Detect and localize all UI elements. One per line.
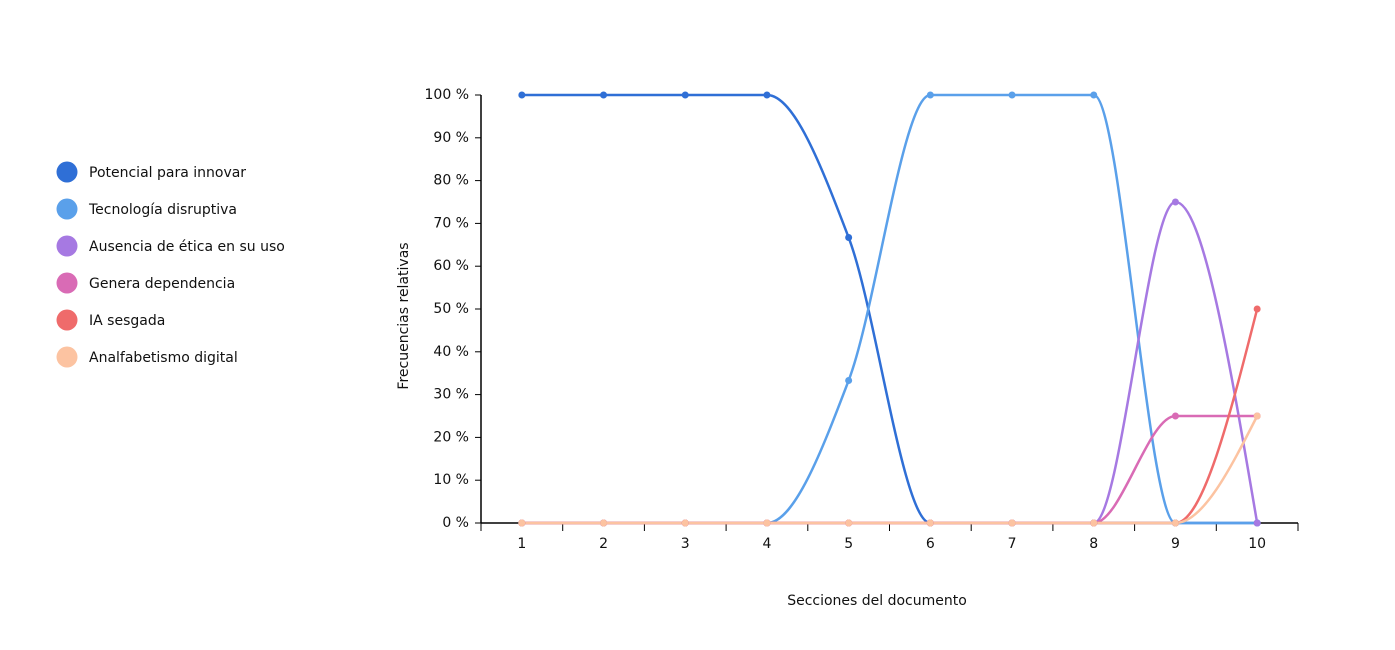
data-point <box>1171 198 1179 206</box>
x-axis-label: Secciones del documento <box>787 593 967 609</box>
x-tick-label: 6 <box>926 536 935 552</box>
legend-label: Genera dependencia <box>89 276 235 292</box>
legend-label: Analfabetismo digital <box>89 350 238 366</box>
x-tick-label: 7 <box>1008 536 1017 552</box>
data-point <box>681 519 689 527</box>
x-tick-label: 10 <box>1248 536 1266 552</box>
y-tick-label: 90 % <box>433 130 469 146</box>
data-point <box>1171 519 1179 527</box>
y-tick-label: 10 % <box>433 472 469 488</box>
data-point <box>1008 519 1016 527</box>
data-point <box>845 519 853 527</box>
legend-swatch <box>56 346 78 368</box>
y-tick-label: 100 % <box>425 87 469 103</box>
series-line <box>521 93 1258 525</box>
data-point <box>518 91 526 99</box>
x-tick-label: 9 <box>1171 536 1180 552</box>
x-tick-label: 4 <box>762 536 771 552</box>
legend-swatch <box>56 198 78 220</box>
series-line <box>521 414 1258 525</box>
legend-label: IA sesgada <box>89 313 165 329</box>
legend-swatch <box>56 235 78 257</box>
series-line <box>521 93 1258 525</box>
data-point <box>1253 412 1261 420</box>
data-point <box>926 519 934 527</box>
y-tick-label: 50 % <box>433 301 469 317</box>
y-tick-label: 60 % <box>433 258 469 274</box>
legend-swatch <box>56 161 78 183</box>
data-point <box>681 91 689 99</box>
series-line <box>521 200 1259 525</box>
data-point <box>1253 305 1261 313</box>
legend-swatch <box>56 309 78 331</box>
data-point <box>926 91 934 99</box>
legend-label: Tecnología disruptiva <box>88 202 237 218</box>
data-point <box>1090 91 1098 99</box>
x-tick-label: 2 <box>599 536 608 552</box>
data-point <box>763 519 771 527</box>
x-tick-label: 1 <box>517 536 526 552</box>
data-point <box>845 234 853 242</box>
series-line <box>521 415 1259 525</box>
data-point <box>518 519 526 527</box>
x-tick-label: 8 <box>1089 536 1098 552</box>
y-tick-label: 30 % <box>433 387 469 403</box>
data-point <box>845 376 853 384</box>
y-tick-label: 40 % <box>433 344 469 360</box>
x-tick-label: 5 <box>844 536 853 552</box>
y-tick-label: 20 % <box>433 429 469 445</box>
legend-swatch <box>56 272 78 294</box>
data-point <box>763 91 771 99</box>
y-axis-label: Frecuencias relativas <box>396 242 412 389</box>
x-tick-label: 3 <box>681 536 690 552</box>
y-tick-label: 80 % <box>433 173 469 189</box>
data-point <box>1090 519 1098 527</box>
legend-label: Ausencia de ética en su uso <box>89 239 285 255</box>
y-tick-label: 0 % <box>442 515 469 531</box>
data-point <box>1008 91 1016 99</box>
y-tick-label: 70 % <box>433 215 469 231</box>
series-line <box>521 308 1259 525</box>
data-point <box>600 519 608 527</box>
data-point <box>600 91 608 99</box>
data-point <box>1171 412 1179 420</box>
legend-label: Potencial para innovar <box>89 165 246 181</box>
data-point <box>1253 519 1261 527</box>
